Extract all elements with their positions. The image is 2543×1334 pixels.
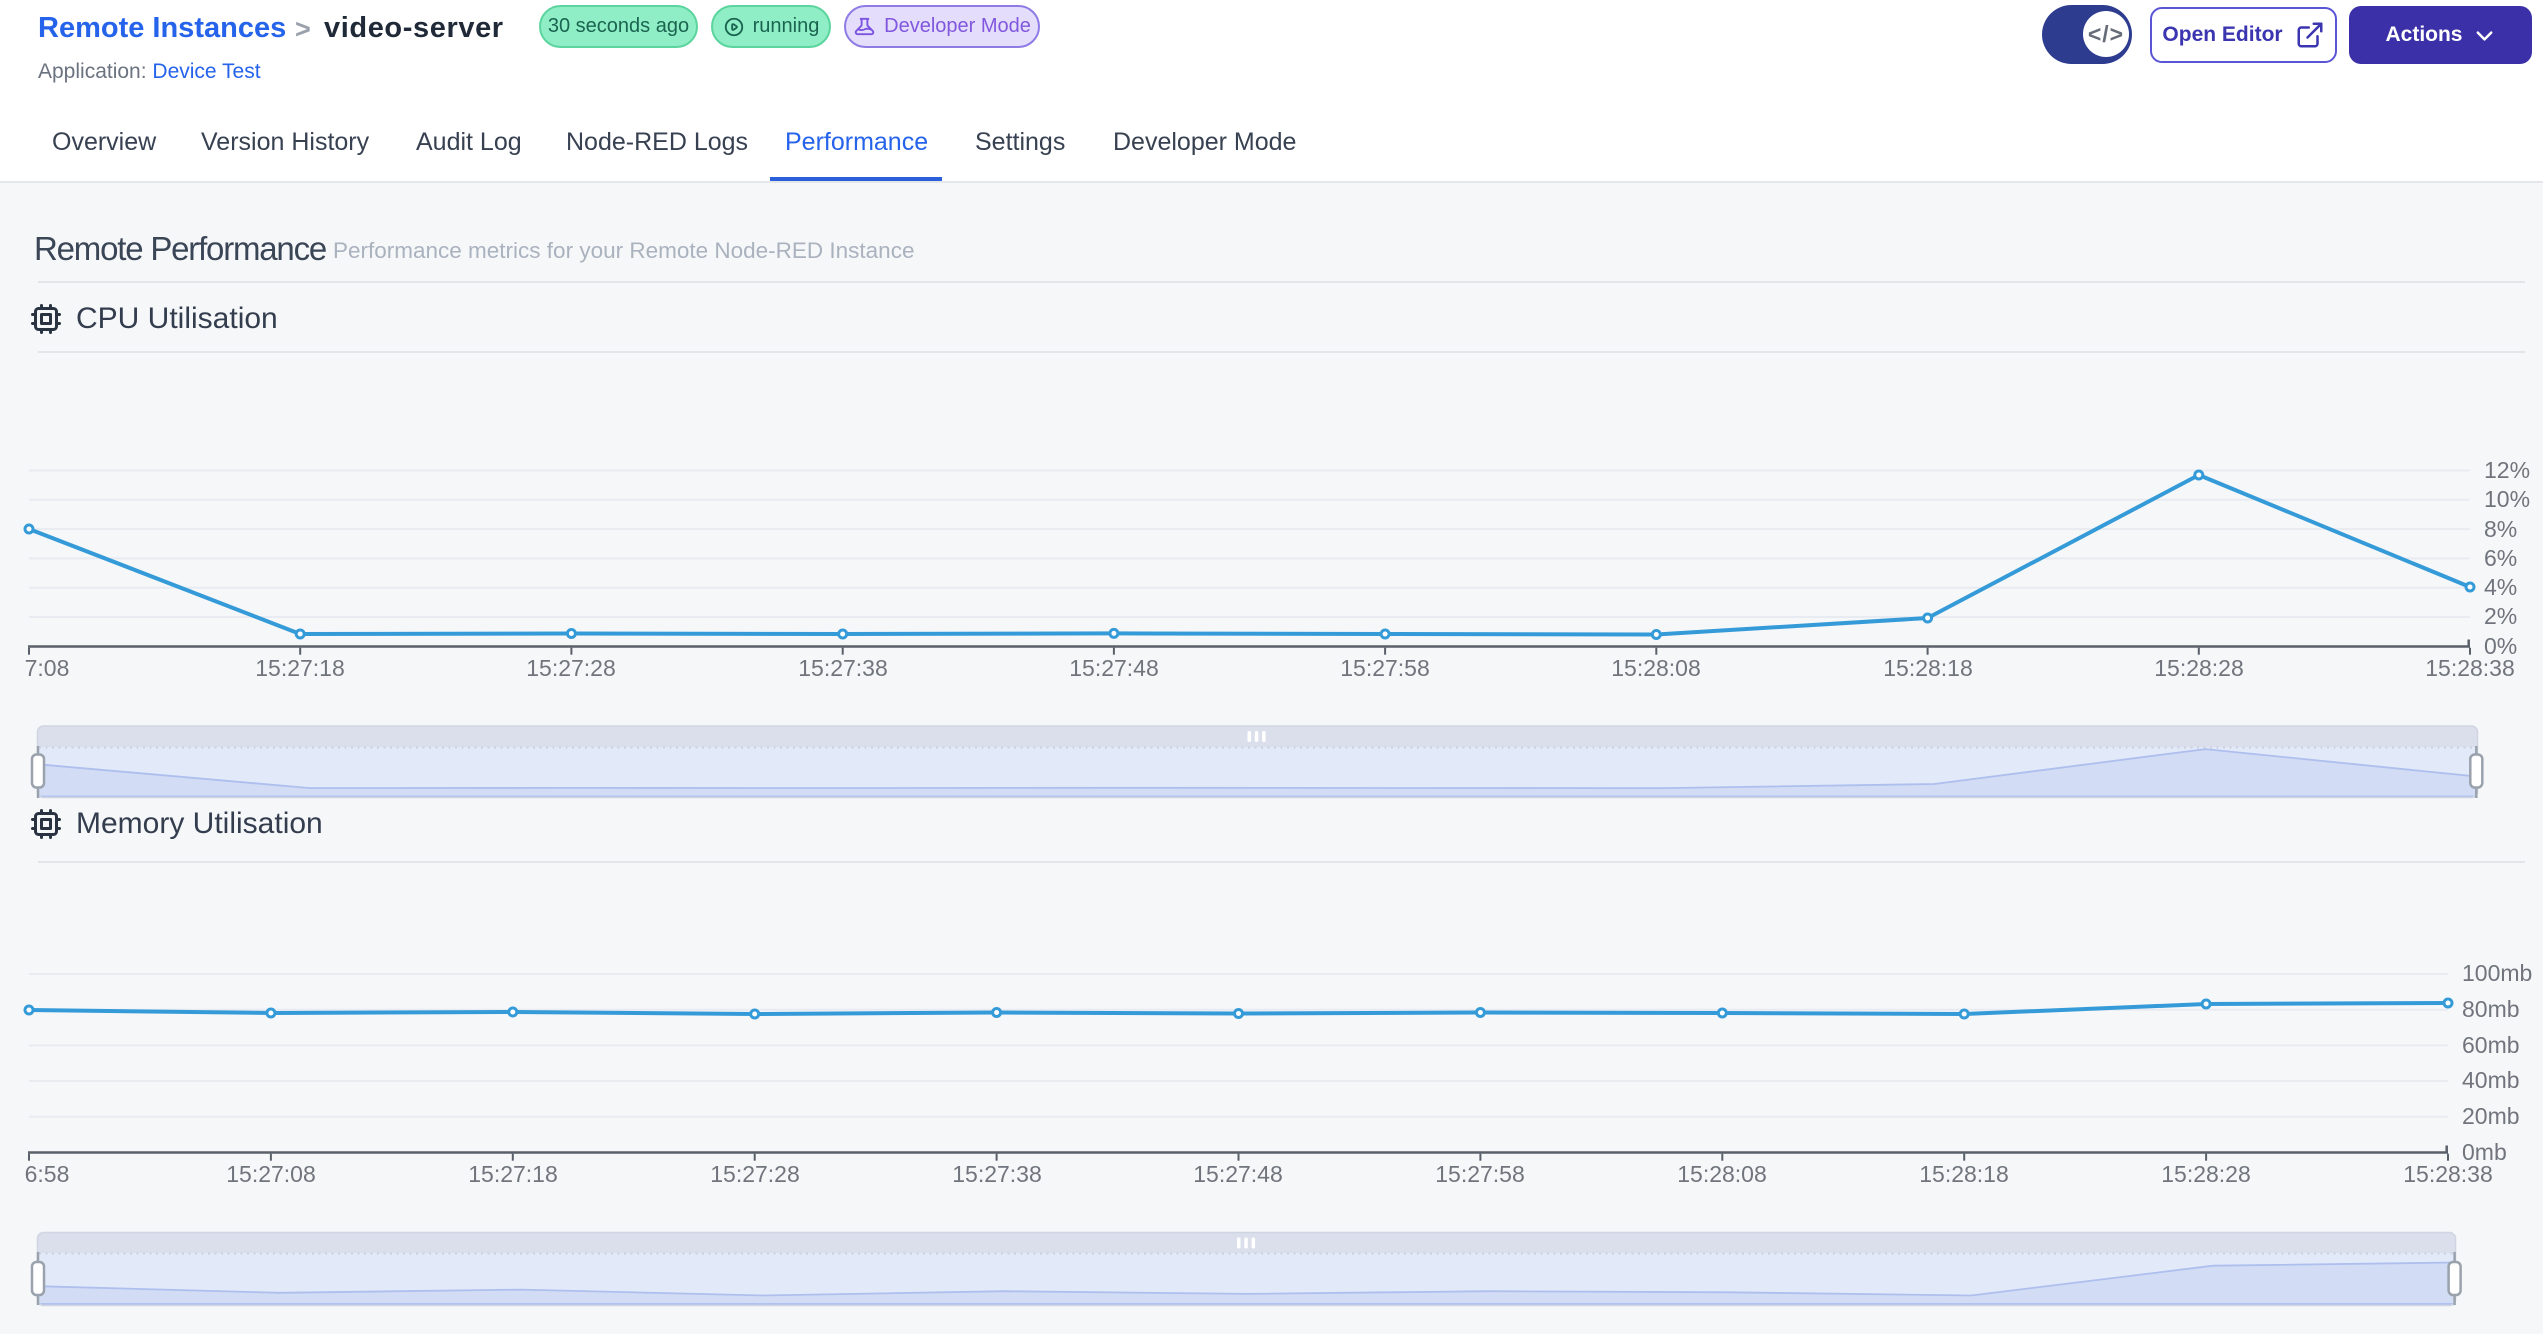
- svg-text:15:28:08: 15:28:08: [1677, 1161, 1767, 1187]
- svg-text:15:28:18: 15:28:18: [1919, 1161, 2009, 1187]
- svg-text:4%: 4%: [2484, 574, 2517, 600]
- svg-text:15:27:08: 15:27:08: [226, 1161, 316, 1187]
- svg-text:7:08: 7:08: [25, 655, 70, 681]
- svg-text:15:27:48: 15:27:48: [1069, 655, 1159, 681]
- svg-text:40mb: 40mb: [2462, 1067, 2520, 1093]
- svg-text:15:27:38: 15:27:38: [798, 655, 888, 681]
- svg-text:15:28:38: 15:28:38: [2403, 1161, 2493, 1187]
- svg-text:15:27:28: 15:27:28: [526, 655, 616, 681]
- svg-text:15:28:38: 15:28:38: [2425, 655, 2515, 681]
- svg-text:15:28:08: 15:28:08: [1611, 655, 1701, 681]
- svg-text:100mb: 100mb: [2462, 960, 2532, 986]
- svg-text:15:27:48: 15:27:48: [1193, 1161, 1283, 1187]
- svg-text:15:28:28: 15:28:28: [2161, 1161, 2251, 1187]
- svg-text:15:27:28: 15:27:28: [710, 1161, 800, 1187]
- svg-text:15:27:58: 15:27:58: [1340, 655, 1430, 681]
- svg-text:15:27:18: 15:27:18: [255, 655, 345, 681]
- svg-text:2%: 2%: [2484, 603, 2517, 629]
- svg-text:80mb: 80mb: [2462, 996, 2520, 1022]
- svg-text:15:28:18: 15:28:18: [1883, 655, 1973, 681]
- svg-text:20mb: 20mb: [2462, 1103, 2520, 1129]
- svg-text:10%: 10%: [2484, 486, 2530, 512]
- svg-text:0mb: 0mb: [2462, 1139, 2507, 1165]
- svg-text:6%: 6%: [2484, 545, 2517, 571]
- svg-text:15:27:38: 15:27:38: [952, 1161, 1042, 1187]
- svg-text:8%: 8%: [2484, 516, 2517, 542]
- svg-text:0%: 0%: [2484, 633, 2517, 659]
- svg-text:12%: 12%: [2484, 457, 2530, 483]
- svg-text:15:27:58: 15:27:58: [1435, 1161, 1525, 1187]
- svg-text:15:28:28: 15:28:28: [2154, 655, 2244, 681]
- svg-text:60mb: 60mb: [2462, 1032, 2520, 1058]
- svg-text:15:27:18: 15:27:18: [468, 1161, 558, 1187]
- svg-text:6:58: 6:58: [25, 1161, 70, 1187]
